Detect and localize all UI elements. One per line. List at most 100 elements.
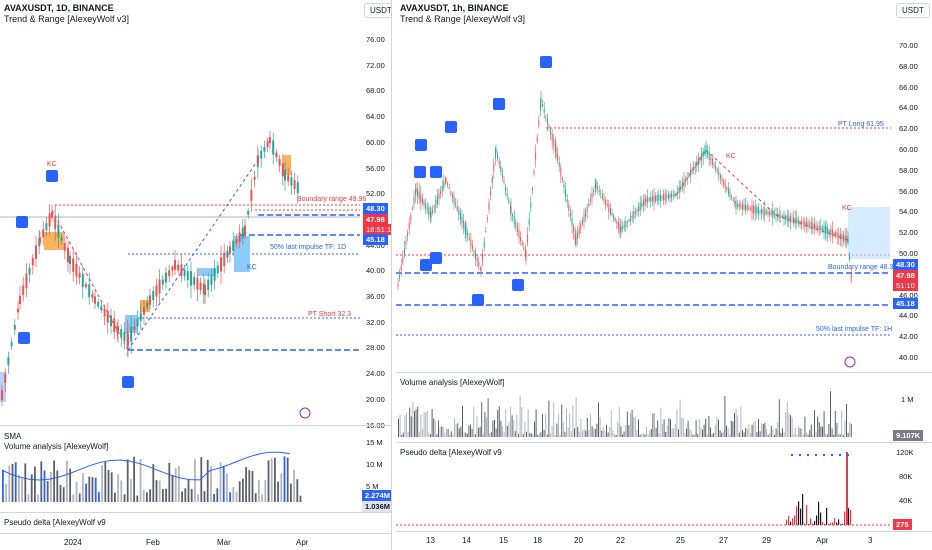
right-candle-body bbox=[591, 192, 593, 200]
right-volume-bar bbox=[594, 428, 596, 437]
left-pane-separator[interactable] bbox=[0, 425, 391, 426]
left-currency-button[interactable]: USDT bbox=[364, 3, 391, 18]
right-candle-body bbox=[786, 215, 788, 222]
left-volume-bar bbox=[235, 491, 238, 502]
right-candle-body bbox=[656, 195, 658, 202]
right-candle-body bbox=[482, 253, 484, 261]
right-candle-body bbox=[775, 213, 777, 217]
right-delta-bar bbox=[788, 515, 790, 525]
right-volume-bar bbox=[524, 422, 526, 437]
left-volume-axis-10m: 10 M bbox=[366, 460, 383, 469]
right-candle-body bbox=[844, 234, 846, 243]
right-volume-bar bbox=[782, 428, 783, 437]
right-delta-title[interactable]: Pseudo delta [AlexeyWolf v9 bbox=[400, 448, 502, 457]
right-volume-bar bbox=[521, 407, 523, 437]
left-volume-bar bbox=[152, 464, 155, 502]
right-volume-bar bbox=[822, 426, 823, 437]
right-candle-body bbox=[659, 194, 661, 201]
left-volume-bar bbox=[91, 477, 94, 502]
right-candle-body bbox=[417, 188, 419, 197]
right-candle-body bbox=[505, 186, 507, 191]
right-volume-bar bbox=[769, 432, 771, 437]
right-candle-body bbox=[413, 196, 415, 205]
right-volume-bar bbox=[612, 430, 614, 437]
left-candle-body bbox=[103, 308, 106, 317]
right-candle-body bbox=[464, 224, 466, 232]
right-price-chart[interactable] bbox=[396, 0, 932, 550]
right-volume-bar bbox=[668, 418, 670, 437]
right-volume-bar bbox=[470, 424, 471, 437]
right-volume-bar bbox=[583, 428, 585, 437]
left-volume-bar bbox=[267, 460, 270, 502]
right-volume-bar bbox=[614, 434, 615, 437]
left-price-tick-13: 24.00 bbox=[366, 369, 385, 379]
right-delta-bar bbox=[818, 501, 820, 525]
right-candle-body bbox=[701, 152, 703, 161]
left-chart-panel[interactable]: AVAXUSDT, 1D, BINANCE Trend & Range [Ale… bbox=[0, 0, 392, 550]
left-symbol-title[interactable]: AVAXUSDT, 1D, BINANCE bbox=[4, 3, 114, 13]
right-candle-body bbox=[630, 215, 632, 222]
right-volume-bar bbox=[540, 432, 542, 437]
right-price-tick-10: 50.00 bbox=[899, 249, 918, 258]
right-candle-body bbox=[432, 209, 434, 213]
left-indicator-title[interactable]: Trend & Range [AlexeyWolf v3] bbox=[4, 14, 130, 24]
right-volume-bar bbox=[441, 426, 443, 437]
right-volume-bar bbox=[684, 432, 686, 437]
left-delta-separator[interactable] bbox=[0, 512, 391, 513]
right-date-6: 25 bbox=[676, 536, 685, 545]
right-candle-body bbox=[528, 219, 530, 225]
left-volume-bar bbox=[194, 459, 196, 502]
left-candle-body bbox=[127, 334, 129, 346]
right-chart-panel[interactable]: AVAXUSDT, 1h, BINANCE Trend & Range [Ale… bbox=[396, 0, 932, 550]
left-volume-bar bbox=[98, 492, 100, 502]
right-boundary-label: Boundary range 48.3 bbox=[828, 264, 894, 271]
right-candle-body bbox=[447, 183, 449, 185]
left-candle-body bbox=[223, 252, 226, 266]
right-price-tick-4: 62.00 bbox=[899, 124, 918, 134]
left-volume-bar bbox=[78, 493, 81, 502]
right-volume-bar bbox=[831, 428, 833, 437]
right-indicator-title[interactable]: Trend & Range [AlexeyWolf v3] bbox=[400, 14, 526, 24]
right-volume-bar bbox=[817, 416, 819, 437]
right-symbol-title[interactable]: AVAXUSDT, 1h, BINANCE bbox=[400, 3, 509, 13]
left-price-chart[interactable] bbox=[0, 0, 392, 550]
left-volume-bar bbox=[245, 467, 247, 502]
left-volume-bar bbox=[206, 459, 209, 502]
right-candle-body bbox=[515, 221, 517, 228]
right-volume-title[interactable]: Volume analysis [AlexeyWolf] bbox=[400, 378, 505, 387]
right-volume-bar bbox=[798, 426, 799, 437]
left-volume-bar bbox=[190, 488, 193, 502]
right-volume-bar bbox=[636, 429, 638, 437]
left-volume-bar bbox=[14, 462, 17, 502]
right-currency-button[interactable]: USDT bbox=[896, 3, 930, 18]
right-delta-dot bbox=[847, 454, 849, 456]
right-volume-bar bbox=[671, 428, 673, 437]
right-candle-body bbox=[658, 195, 660, 201]
right-volume-bar bbox=[812, 434, 814, 437]
right-volume-bar bbox=[748, 424, 750, 437]
right-candle-body bbox=[715, 165, 717, 170]
right-date-3: 18 bbox=[533, 536, 542, 545]
right-volume-bar bbox=[786, 401, 788, 437]
right-volume-bar bbox=[586, 417, 588, 437]
right-volume-bar bbox=[652, 413, 654, 437]
right-candle-body bbox=[669, 194, 671, 198]
left-candle-body bbox=[139, 312, 142, 321]
right-volume-bar bbox=[458, 428, 460, 437]
right-pane-separator[interactable] bbox=[396, 372, 932, 373]
right-volume-bar bbox=[719, 430, 721, 437]
right-candle-body bbox=[471, 244, 473, 250]
right-volume-bar bbox=[546, 434, 548, 437]
right-candle-body bbox=[533, 170, 535, 174]
left-candle-body bbox=[216, 265, 219, 274]
right-volume-bar bbox=[450, 431, 452, 437]
right-volume-bar bbox=[410, 416, 412, 437]
left-delta-title[interactable]: Pseudo delta [AlexeyWolf v9 bbox=[4, 518, 106, 527]
right-candle-body bbox=[524, 249, 526, 257]
right-volume-bar bbox=[810, 424, 812, 437]
right-delta-separator[interactable] bbox=[396, 442, 932, 443]
left-volume-title[interactable]: Volume analysis [AlexeyWolf] bbox=[4, 442, 109, 451]
right-volume-bar bbox=[626, 411, 628, 437]
left-sma-title[interactable]: SMA bbox=[4, 432, 22, 441]
right-candle-body bbox=[633, 210, 635, 219]
